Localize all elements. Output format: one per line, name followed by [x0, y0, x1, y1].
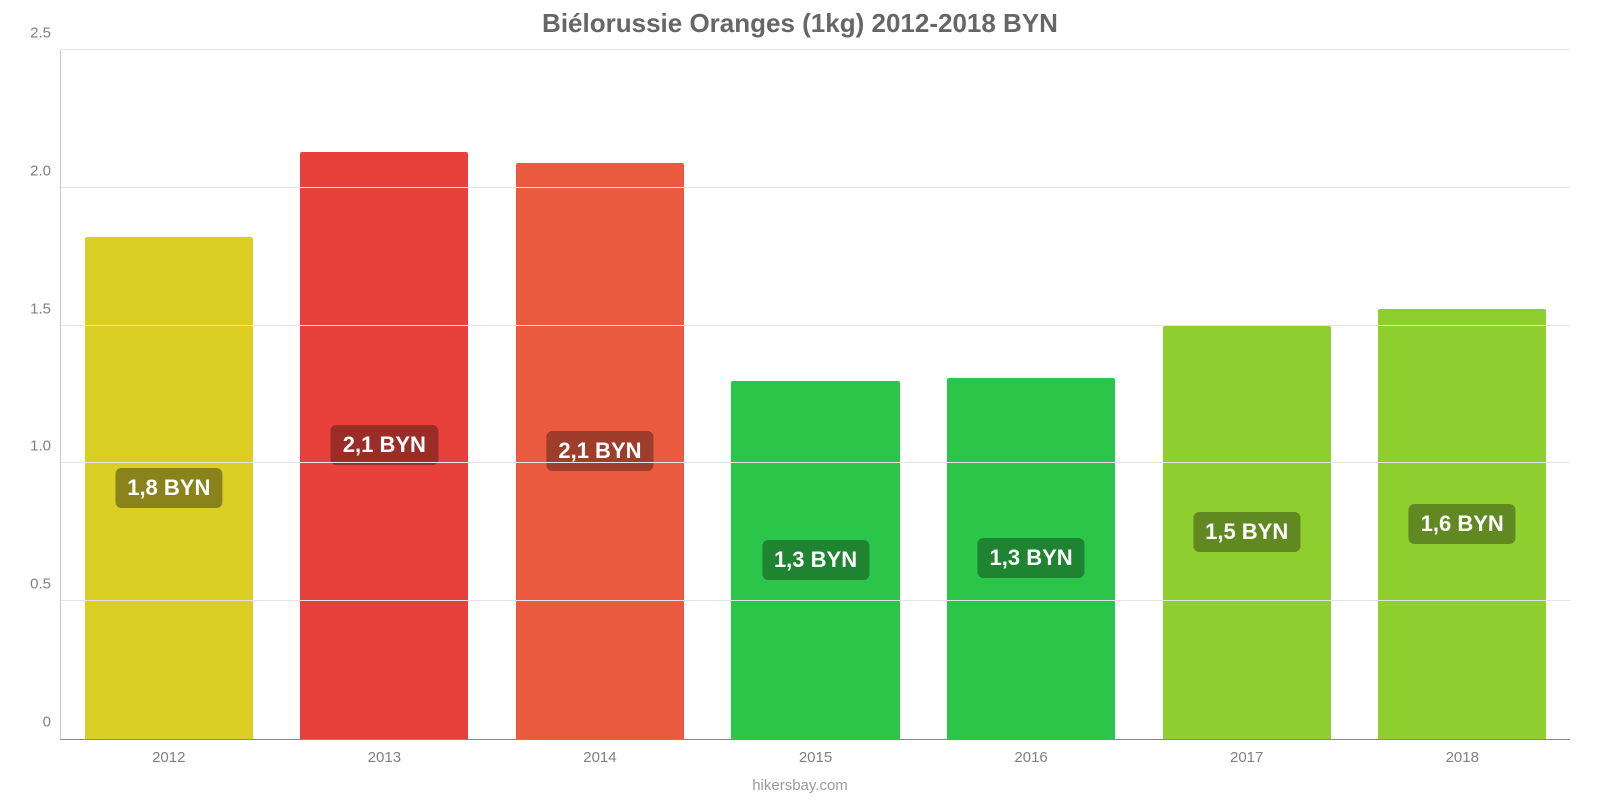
bar: 1,8 BYN	[85, 237, 253, 739]
ytick-label: 1.5	[30, 300, 61, 317]
xtick-label: 2017	[1230, 739, 1263, 766]
bar-value-label: 2,1 BYN	[331, 425, 438, 465]
bar-value-label: 1,3 BYN	[762, 540, 869, 580]
bar-slot: 1,3 BYN2015	[708, 50, 924, 739]
bar-value-label: 1,6 BYN	[1409, 504, 1516, 544]
gridline	[61, 600, 1570, 601]
bar-slot: 2,1 BYN2013	[277, 50, 493, 739]
bar-slot: 1,8 BYN2012	[61, 50, 277, 739]
bar-value-label: 1,3 BYN	[978, 538, 1085, 578]
xtick-label: 2012	[152, 739, 185, 766]
gridline	[61, 462, 1570, 463]
ytick-label: 1.0	[30, 438, 61, 455]
bar-value-label: 2,1 BYN	[546, 431, 653, 471]
bar: 2,1 BYN	[516, 163, 684, 739]
ytick-label: 0.5	[30, 576, 61, 593]
attribution: hikersbay.com	[0, 777, 1600, 794]
plot-area: 1,8 BYN20122,1 BYN20132,1 BYN20141,3 BYN…	[60, 50, 1570, 740]
xtick-label: 2016	[1014, 739, 1047, 766]
bar: 2,1 BYN	[300, 152, 468, 739]
bar-slot: 1,3 BYN2016	[923, 50, 1139, 739]
ytick-label: 0	[43, 714, 61, 731]
bar: 1,5 BYN	[1163, 326, 1331, 739]
bar: 1,6 BYN	[1378, 309, 1546, 739]
bar-value-label: 1,5 BYN	[1193, 512, 1300, 552]
price-chart: Biélorussie Oranges (1kg) 2012-2018 BYN …	[0, 0, 1600, 800]
chart-title: Biélorussie Oranges (1kg) 2012-2018 BYN	[0, 0, 1600, 39]
gridline	[61, 187, 1570, 188]
bar-slot: 1,5 BYN2017	[1139, 50, 1355, 739]
xtick-label: 2013	[368, 739, 401, 766]
ytick-label: 2.0	[30, 162, 61, 179]
bars-container: 1,8 BYN20122,1 BYN20132,1 BYN20141,3 BYN…	[61, 50, 1570, 739]
ytick-label: 2.5	[30, 25, 61, 42]
bar: 1,3 BYN	[947, 378, 1115, 739]
xtick-label: 2014	[583, 739, 616, 766]
gridline	[61, 49, 1570, 50]
bar-slot: 1,6 BYN2018	[1354, 50, 1570, 739]
xtick-label: 2018	[1446, 739, 1479, 766]
bar-value-label: 1,8 BYN	[115, 468, 222, 508]
xtick-label: 2015	[799, 739, 832, 766]
bar: 1,3 BYN	[731, 381, 899, 739]
gridline	[61, 325, 1570, 326]
bar-slot: 2,1 BYN2014	[492, 50, 708, 739]
